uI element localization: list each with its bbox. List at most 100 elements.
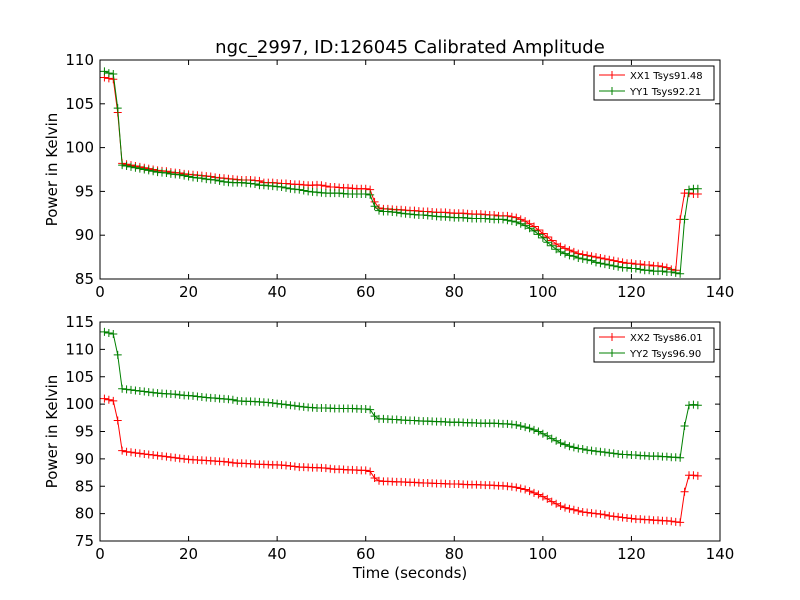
data-point-marker <box>538 233 547 242</box>
data-point-marker <box>392 415 401 424</box>
data-point-marker <box>113 416 122 425</box>
data-point-marker <box>180 454 189 463</box>
data-point-marker <box>224 458 233 467</box>
legend-marker <box>608 71 616 79</box>
data-point-marker <box>189 391 197 400</box>
data-point-marker <box>605 260 614 269</box>
data-point-marker <box>614 262 623 271</box>
data-point-marker <box>264 398 273 407</box>
data-point-marker <box>122 447 131 456</box>
data-point-marker <box>689 400 698 409</box>
data-point-marker <box>569 505 578 514</box>
data-point-marker <box>614 512 623 521</box>
data-point-marker <box>228 395 237 404</box>
data-point-marker <box>587 509 596 518</box>
data-point-marker <box>521 485 530 494</box>
data-point-marker <box>144 450 153 459</box>
data-point-marker <box>680 487 689 496</box>
data-point-marker <box>175 454 184 463</box>
data-point-marker <box>693 184 702 193</box>
data-point-marker <box>512 483 521 492</box>
y-tick-label: 85 <box>75 477 94 495</box>
x-tick-label: 80 <box>445 545 464 563</box>
data-point-marker <box>530 488 538 497</box>
data-point-marker <box>636 515 645 524</box>
data-point-marker <box>295 402 304 411</box>
data-point-marker <box>565 442 574 451</box>
data-point-marker <box>676 518 685 527</box>
data-point-marker <box>507 217 516 226</box>
data-point-marker <box>578 445 587 454</box>
data-point-marker <box>609 261 618 270</box>
x-axis-label: Time (seconds) <box>352 564 468 582</box>
data-point-marker <box>596 259 605 268</box>
data-point-marker <box>574 253 583 262</box>
data-point-marker <box>149 388 158 397</box>
x-tick-label: 120 <box>617 283 646 301</box>
data-point-marker <box>184 172 193 181</box>
data-point-marker <box>574 506 583 515</box>
data-point-marker <box>299 186 308 195</box>
data-point-marker <box>131 386 140 395</box>
data-point-marker <box>600 260 609 269</box>
data-point-marker <box>175 390 184 399</box>
data-point-marker <box>113 350 122 359</box>
data-point-marker <box>583 255 592 264</box>
data-point-marker <box>211 176 220 185</box>
x-tick-label: 60 <box>356 283 375 301</box>
x-tick-label: 20 <box>179 283 198 301</box>
data-point-marker <box>321 182 330 191</box>
data-point-marker <box>149 451 158 460</box>
data-point-marker <box>587 256 596 265</box>
data-point-marker <box>538 429 547 438</box>
data-point-marker <box>503 419 512 428</box>
data-point-marker <box>109 330 118 339</box>
chart-panel-1: 0 20 40 60 80 100 120 140 85 90 95 100 105 110 ngc_299… <box>43 37 734 301</box>
chart-panel-2: 0 20 40 60 80 100 120 140 75 80 85 90 95 100 105 110 115… <box>43 313 734 582</box>
data-point-marker <box>361 466 370 475</box>
data-point-marker <box>587 446 596 455</box>
x-tick-label: 140 <box>706 283 735 301</box>
data-point-marker <box>561 503 569 512</box>
data-point-marker <box>561 440 569 449</box>
data-point-marker <box>166 453 175 462</box>
x-tick-label: 40 <box>268 545 287 563</box>
data-point-marker <box>282 183 290 192</box>
data-point-marker <box>534 490 543 499</box>
data-point-marker <box>197 174 206 183</box>
legend-entry: XX2 Tsys86.01 <box>630 333 703 344</box>
data-point-marker <box>104 328 113 337</box>
legend-marker <box>608 87 616 95</box>
data-point-marker <box>596 447 605 456</box>
data-point-marker <box>671 268 680 277</box>
data-point-marker <box>592 258 600 267</box>
legend-marker <box>608 333 616 341</box>
legend: XX1 Tsys91.48 YY1 Tsys92.21 <box>593 65 715 101</box>
data-point-marker <box>158 452 166 461</box>
data-point-marker <box>609 449 618 458</box>
data-point-marker <box>215 176 224 185</box>
data-point-marker <box>662 452 671 461</box>
data-point-marker <box>366 467 375 476</box>
y-tick-label: 85 <box>75 270 94 288</box>
data-point-marker <box>375 476 383 485</box>
data-point-marker <box>366 190 375 199</box>
data-point-marker <box>153 451 162 460</box>
legend-entry: YY1 Tsys92.21 <box>629 87 701 98</box>
y-tick-label: 90 <box>75 226 94 244</box>
data-point-marker <box>547 497 556 506</box>
data-point-marker <box>623 450 631 459</box>
x-tick-label: 20 <box>179 545 198 563</box>
data-point-marker <box>290 401 299 410</box>
data-point-marker <box>530 226 538 235</box>
data-point-marker <box>140 165 149 174</box>
legend-marker <box>608 349 616 357</box>
data-point-marker <box>578 507 587 516</box>
chart-title: ngc_2997, ID:126045 Calibrated Amplitude <box>215 37 605 58</box>
data-point-marker <box>127 448 135 457</box>
data-point-marker <box>507 420 516 429</box>
data-point-marker <box>600 448 609 457</box>
legend-entry: YY2 Tsys96.90 <box>629 349 701 360</box>
data-point-marker <box>631 451 640 460</box>
y-tick-label: 95 <box>75 182 94 200</box>
